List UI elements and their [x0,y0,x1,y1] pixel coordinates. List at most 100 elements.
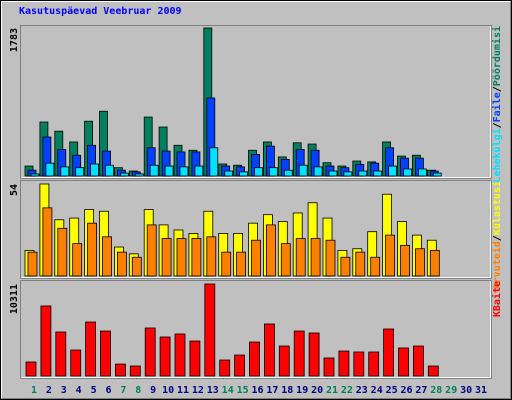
x-tick-label: 25 [386,385,398,396]
x-tick-label: 28 [430,385,442,396]
x-tick-label: 26 [400,385,412,396]
bar [313,166,323,177]
legend-entry: Arvuteid [491,241,503,289]
bar [268,167,278,177]
bar [42,207,53,277]
bar [221,251,232,277]
x-tick-label: 8 [135,385,141,396]
bar [131,256,142,277]
legend-entry: Külastusi [491,181,503,235]
bar [355,251,366,277]
x-tick-label: 12 [192,385,204,396]
bar [323,357,335,377]
x-tick-label: 22 [341,385,353,396]
x-tick-label: 6 [105,385,111,396]
bar [298,164,308,177]
x-tick-label: 15 [237,385,249,396]
bar [75,167,85,177]
x-tick-label: 30 [460,385,472,396]
bar [85,321,96,377]
bar [120,172,129,177]
bar [343,171,353,177]
bar [174,333,186,377]
bar [70,349,82,377]
bar [414,248,425,277]
x-tick-label: 5 [91,385,97,396]
bar [249,341,260,377]
bar [283,169,293,177]
legend: Arvuteid/Külastusi [491,181,503,289]
bar [115,363,126,377]
bar [254,167,263,177]
bar [194,165,204,177]
bar [383,328,395,377]
bar [403,168,412,177]
bar [310,238,321,277]
bar [370,256,381,277]
bar [308,332,320,377]
bar [293,330,305,377]
bar [263,323,275,377]
bar [134,173,144,177]
bar [353,351,365,377]
x-tick-label: 13 [207,385,219,396]
bar [340,256,351,277]
bar [388,165,398,177]
x-tick-label: 16 [251,385,263,396]
x-tick-label: 1 [31,385,37,396]
bar [325,239,336,277]
bar [265,224,276,277]
bar [417,168,427,177]
bar [25,361,37,377]
bar [206,236,217,277]
x-tick-label: 20 [311,385,323,396]
bar [338,350,350,377]
bar [105,164,114,177]
x-tick-label: 24 [371,385,383,396]
bar [117,251,127,277]
bar [278,345,290,377]
bar [72,243,83,277]
bar [159,336,171,377]
bar [358,170,368,177]
bar [161,238,172,277]
bar [144,327,156,377]
bar [57,227,68,277]
bar [234,354,246,377]
bar [209,147,219,177]
bar [251,239,261,277]
bar [164,165,174,177]
x-tick-label: 29 [445,385,457,396]
x-tick-label: 27 [415,385,427,396]
legend-entry: KBaite [491,281,503,317]
bar [400,244,410,277]
legend-entry: Lehekülgi [491,128,503,182]
bar [412,345,424,377]
bar [295,238,306,277]
bar [129,365,141,377]
bar [427,365,439,377]
x-tick-label: 7 [120,385,126,396]
bar [179,166,189,177]
y-tick-label: 10311 [9,284,20,314]
chart-title: Kasutuspäevad Veebruar 2009 [19,6,182,17]
bar [239,171,249,177]
x-tick-label: 23 [356,385,368,396]
bar [102,236,112,277]
x-tick-label: 18 [281,385,293,396]
x-tick-label: 9 [150,385,156,396]
bar [30,173,40,177]
legend: KBaite [491,281,503,317]
bar [432,172,442,177]
bar [224,170,234,177]
x-tick-label: 2 [46,385,52,396]
bar [100,330,111,377]
legend-separator: / [492,235,503,241]
bar [55,331,67,377]
legend-entry: Faile [491,92,503,122]
x-tick-label: 3 [61,385,67,396]
bar [90,163,99,177]
legend-separator: / [492,122,503,128]
bar [40,305,52,377]
